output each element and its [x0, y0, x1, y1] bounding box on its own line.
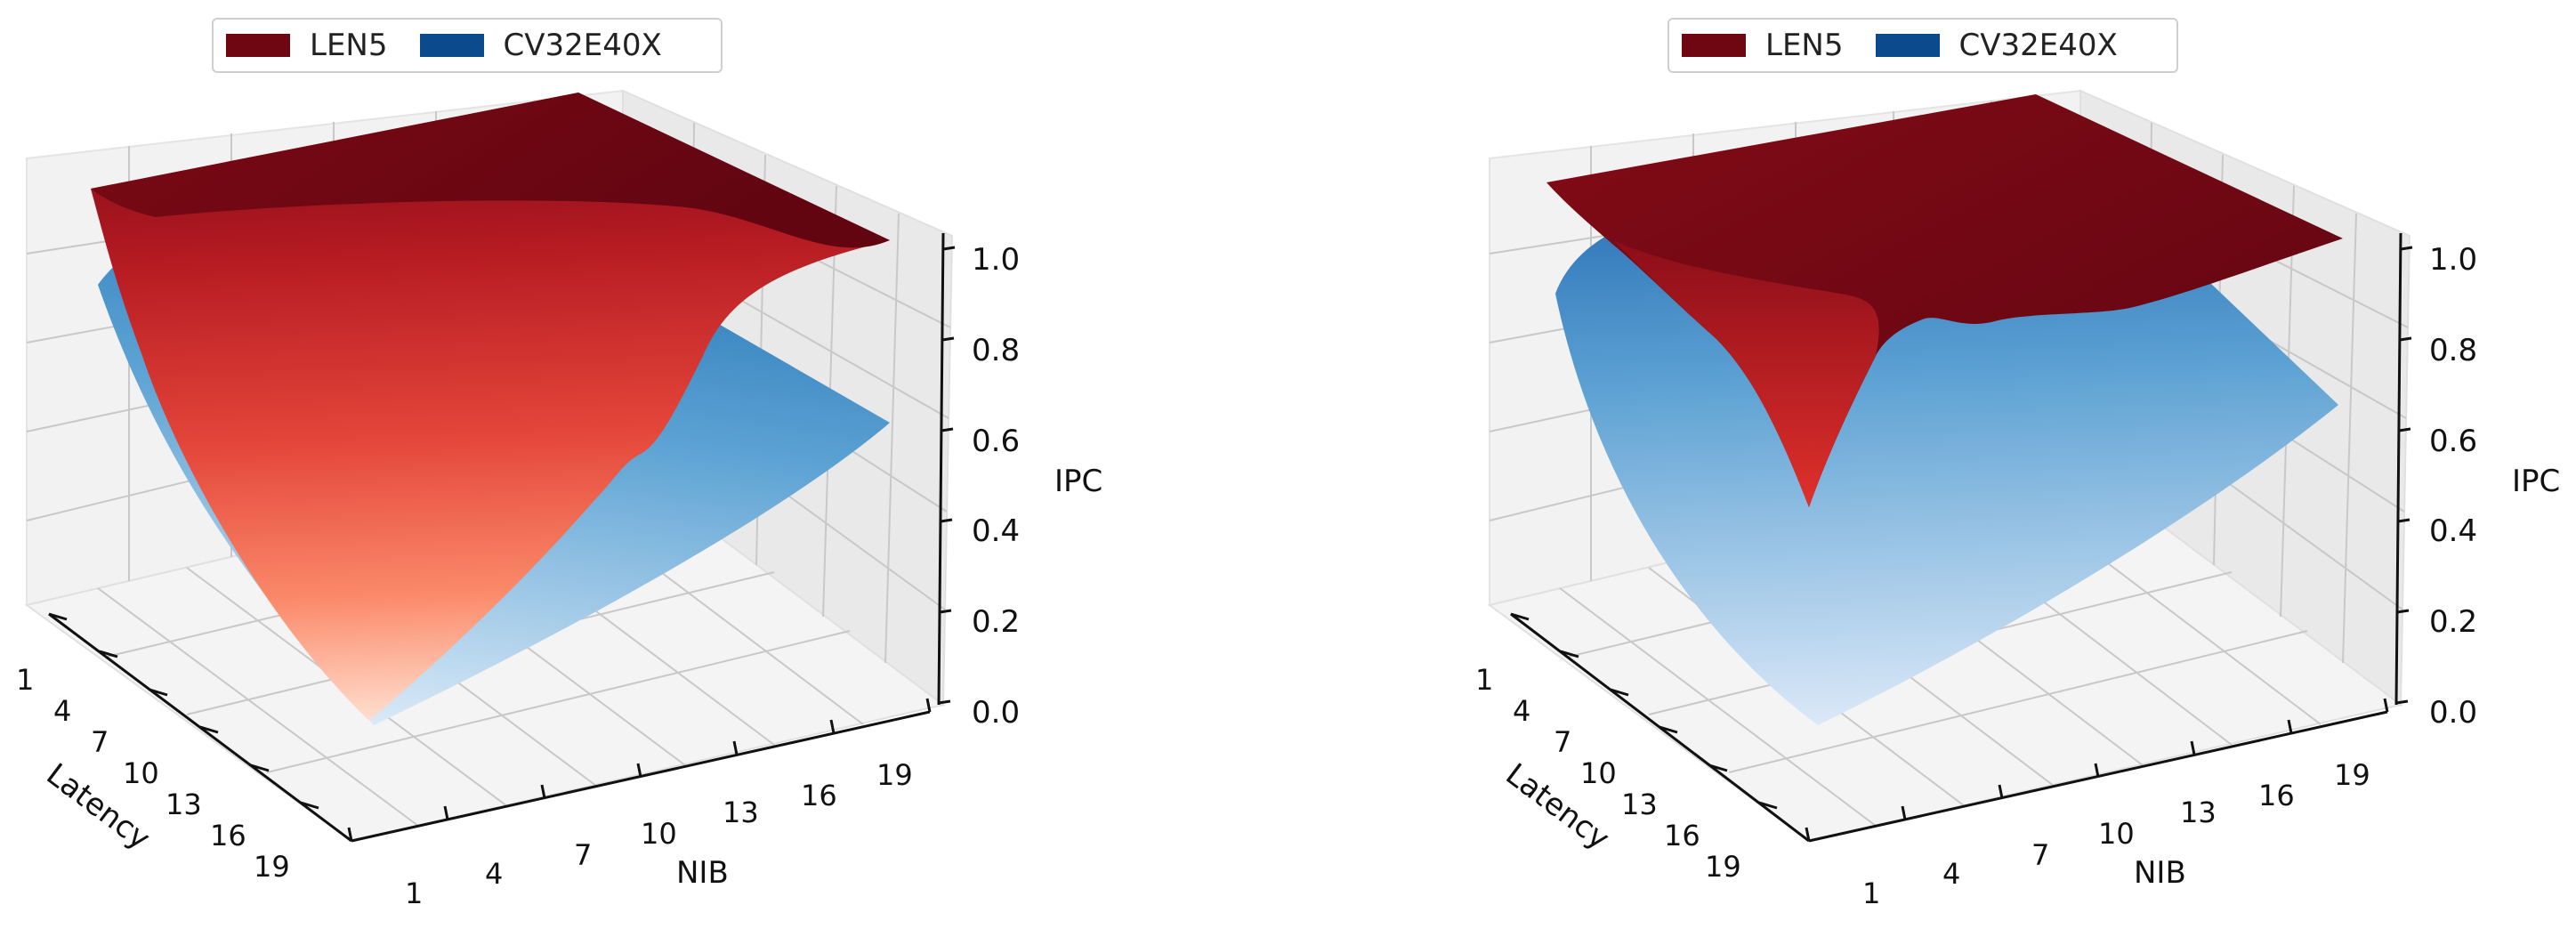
nib-axis-label: NIB — [2134, 855, 2186, 891]
legend-swatch-cv32e40x — [1875, 34, 1940, 57]
ipc-tick-label: 0.8 — [2429, 333, 2477, 368]
nib-tick-label: 10 — [641, 817, 677, 851]
nib-tick-label: 1 — [405, 876, 423, 910]
latency-tick-label: 10 — [123, 756, 159, 790]
ipc-axis-label: IPC — [2512, 464, 2560, 499]
nib-tick-labels: 1 4 7 10 13 16 19 — [1862, 758, 2370, 910]
latency-tick-label: 7 — [91, 725, 109, 759]
latency-tick-labels: 1 4 7 10 13 16 19 — [16, 663, 290, 884]
ipc-tick-label: 0.6 — [972, 424, 1020, 459]
legend-item-len5: LEN5 — [226, 28, 388, 63]
nib-tick-labels: 1 4 7 10 13 16 19 — [405, 758, 913, 910]
surface-plot: 1 4 7 10 13 16 19 Latency 1 4 7 10 13 16… — [1475, 89, 2560, 910]
legend: LEN5 CV32E40X — [1668, 18, 2178, 73]
nib-axis-label: NIB — [676, 855, 729, 891]
latency-tick-label: 13 — [166, 788, 202, 821]
legend-swatch-len5 — [1682, 34, 1746, 57]
legend-label: LEN5 — [1765, 28, 1844, 63]
nib-tick-label: 4 — [1942, 857, 1960, 891]
legend-label: LEN5 — [310, 28, 388, 63]
len5-surface-dip — [1613, 240, 1879, 507]
legend-swatch-cv32e40x — [419, 34, 484, 57]
legend-item-len5: LEN5 — [1682, 28, 1844, 63]
ipc-tick-label: 0.4 — [972, 513, 1020, 549]
latency-tick-label: 16 — [1664, 819, 1700, 852]
left-chart-panel: LEN5 CV32E40X — [16, 18, 1102, 910]
tick-marks — [48, 246, 956, 842]
ipc-tick-label: 0.0 — [972, 695, 1020, 731]
latency-tick-label: 16 — [210, 819, 246, 852]
ipc-tick-label: 0.2 — [972, 604, 1020, 640]
latency-tick-label: 19 — [1705, 850, 1741, 884]
ipc-tick-label: 0.8 — [972, 333, 1020, 368]
len5-surface — [91, 93, 890, 721]
nib-tick-label: 13 — [723, 796, 759, 829]
ipc-tick-label: 1.0 — [972, 242, 1020, 278]
latency-tick-label: 4 — [1513, 694, 1530, 728]
ipc-tick-label: 0.2 — [2429, 604, 2477, 640]
latency-tick-label: 1 — [1475, 663, 1493, 697]
surface-plot: 1 4 7 10 13 16 19 Latency 1 4 7 10 13 16… — [16, 89, 1102, 910]
ipc-tick-label: 1.0 — [2429, 242, 2477, 278]
nib-tick-label: 4 — [485, 857, 503, 891]
latency-tick-label: 7 — [1554, 725, 1571, 759]
right-chart-panel: LEN5 CV32E40X — [1458, 0, 2576, 929]
len5-surface — [1546, 94, 2343, 507]
ipc-tick-label: 0.4 — [2429, 513, 2477, 549]
latency-tick-labels: 1 4 7 10 13 16 19 — [1475, 663, 1741, 884]
nib-tick-label: 19 — [876, 758, 913, 792]
latency-tick-label: 1 — [16, 663, 34, 697]
legend-item-cv32e40x: CV32E40X — [1875, 28, 2118, 63]
legend-item-cv32e40x: CV32E40X — [419, 28, 662, 63]
tick-marks — [1510, 246, 2413, 842]
ipc-tick-labels: 0.0 0.2 0.4 0.6 0.8 1.0 — [2429, 242, 2477, 731]
legend: LEN5 CV32E40X — [212, 18, 723, 73]
ipc-tick-label: 0.0 — [2429, 695, 2477, 731]
ipc-axis-label: IPC — [1054, 464, 1102, 499]
legend-label: CV32E40X — [1958, 28, 2118, 63]
nib-tick-label: 7 — [2031, 838, 2049, 872]
legend-label: CV32E40X — [503, 28, 662, 63]
ipc-tick-labels: 0.0 0.2 0.4 0.6 0.8 1.0 — [972, 242, 1020, 731]
latency-tick-label: 13 — [1621, 788, 1658, 821]
nib-tick-label: 13 — [2180, 796, 2217, 829]
ipc-tick-label: 0.6 — [2429, 424, 2477, 459]
latency-tick-label: 19 — [254, 850, 290, 884]
latency-tick-label: 10 — [1580, 756, 1617, 790]
latency-tick-label: 4 — [53, 694, 71, 728]
nib-tick-label: 16 — [2258, 779, 2295, 812]
legend-swatch-len5 — [226, 34, 290, 57]
len5-surface-top — [91, 93, 890, 248]
nib-tick-label: 1 — [1862, 876, 1880, 910]
nib-tick-label: 10 — [2098, 817, 2135, 851]
nib-tick-label: 19 — [2334, 758, 2370, 792]
nib-tick-label: 7 — [574, 838, 592, 872]
nib-tick-label: 16 — [801, 779, 837, 812]
